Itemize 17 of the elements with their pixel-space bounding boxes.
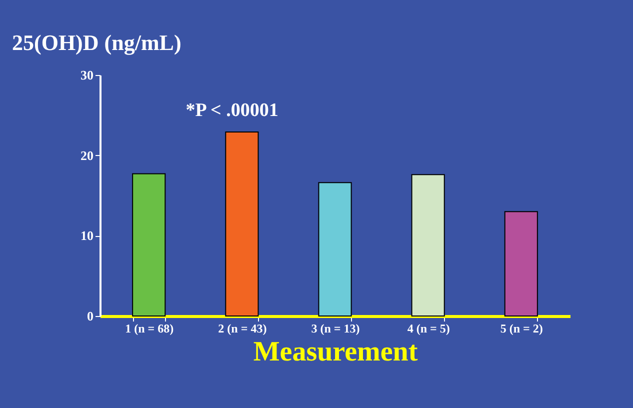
bar bbox=[318, 182, 352, 316]
x-tick-label: 5 (n = 2) bbox=[500, 322, 543, 336]
bar bbox=[132, 173, 166, 316]
y-tick-label: 30 bbox=[80, 68, 94, 82]
x-axis-title: Measurement bbox=[253, 336, 418, 368]
annotation: *P < .00001 bbox=[186, 100, 278, 121]
bar bbox=[225, 132, 259, 316]
y-tick-label: 20 bbox=[80, 148, 94, 163]
x-tick-label: 3 (n = 13) bbox=[311, 322, 360, 336]
x-tick-label: 2 (n = 43) bbox=[218, 322, 267, 336]
y-tick-label: 0 bbox=[87, 308, 94, 324]
x-tick-label: 4 (n = 5) bbox=[407, 322, 450, 336]
x-tick-label: 1 (n = 68) bbox=[125, 322, 174, 336]
y-tick-label: 10 bbox=[80, 228, 94, 244]
bar bbox=[504, 211, 538, 316]
bar bbox=[411, 174, 445, 316]
chart-title: 25(OH)D (ng/mL) bbox=[12, 30, 182, 55]
